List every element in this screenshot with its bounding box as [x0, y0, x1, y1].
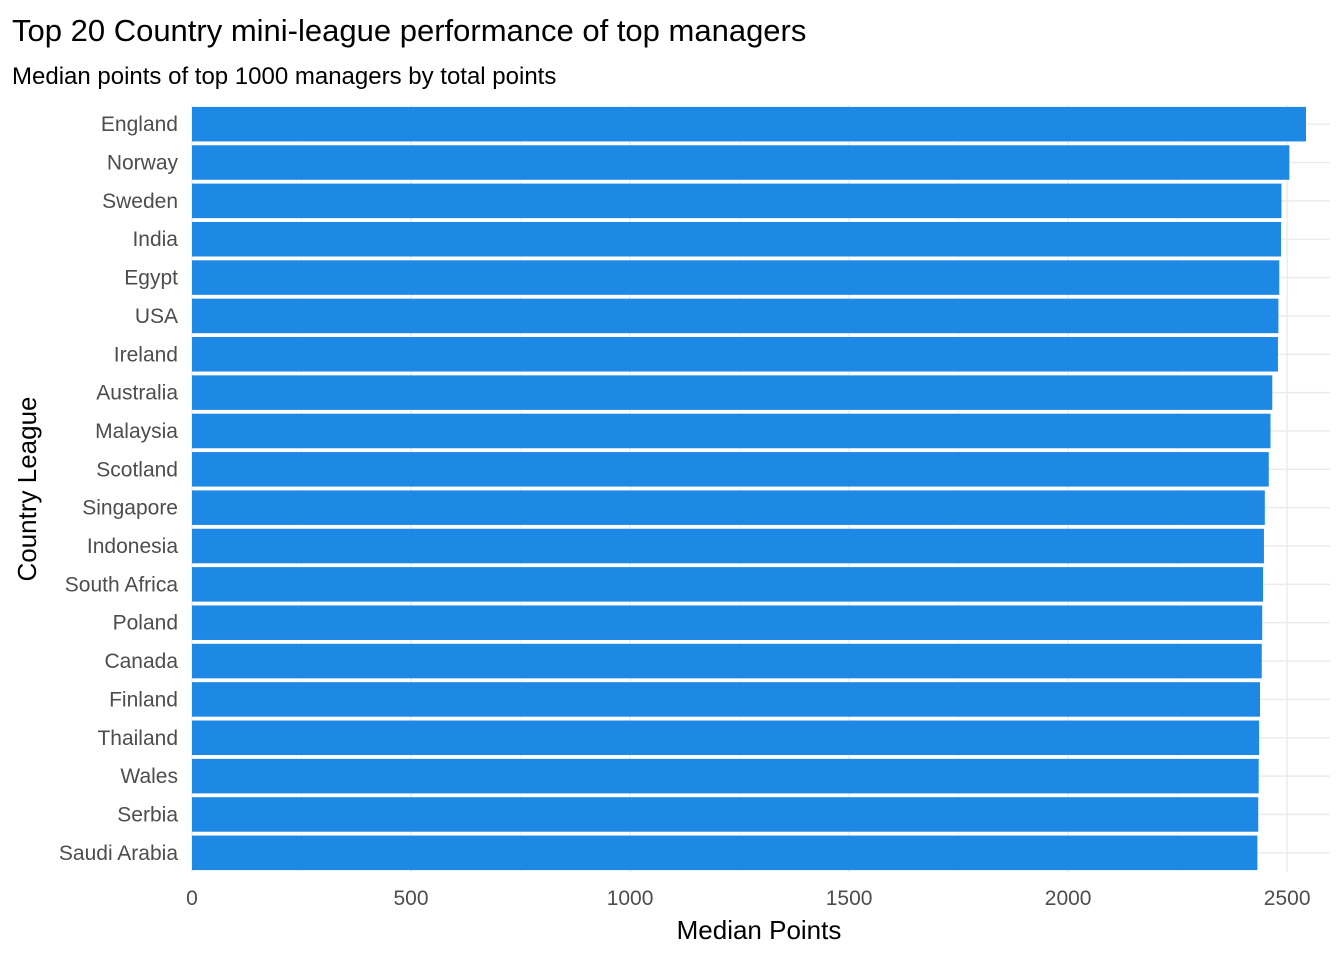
bar-usa — [192, 298, 1279, 334]
y-axis-tick-labels: England Norway Sweden India Egypt USA Ireland A… — [59, 113, 179, 865]
bar-ireland — [192, 337, 1278, 372]
chart-title: Top 20 Country mini-league performance o… — [12, 13, 806, 48]
y-tick-label: Malaysia — [95, 420, 178, 443]
bar-poland — [192, 605, 1263, 640]
bar-finland — [192, 682, 1261, 717]
y-tick-label: Indonesia — [87, 535, 178, 558]
x-tick-label: 2000 — [1045, 887, 1092, 910]
chart-subtitle: Median points of top 1000 managers by to… — [12, 63, 556, 90]
y-tick-label: Poland — [113, 612, 178, 635]
x-tick-label: 1000 — [607, 887, 654, 910]
y-tick-label: Thailand — [97, 727, 178, 750]
x-tick-label: 2500 — [1264, 887, 1311, 910]
gridlines — [191, 105, 1330, 872]
y-tick-label: Egypt — [124, 267, 178, 290]
bar-scotland — [192, 452, 1269, 487]
bar-egypt — [192, 260, 1280, 295]
bar-wales — [192, 758, 1259, 794]
y-tick-label: South Africa — [65, 573, 179, 596]
x-axis-title: Median Points — [677, 915, 842, 945]
x-tick-label: 500 — [394, 887, 429, 910]
y-tick-label: Sweden — [102, 190, 178, 213]
y-tick-label: Australia — [96, 382, 178, 405]
y-tick-label: India — [132, 228, 178, 251]
bar-south-africa — [192, 567, 1264, 602]
bar-singapore — [192, 490, 1265, 525]
y-tick-label: Ireland — [114, 343, 178, 366]
y-tick-label: Saudi Arabia — [59, 842, 178, 865]
y-axis-title: Country League — [12, 396, 42, 581]
y-tick-label: Canada — [104, 650, 178, 673]
y-tick-label: England — [101, 113, 178, 136]
bar-malaysia — [192, 413, 1271, 449]
y-tick-label: USA — [135, 305, 178, 328]
y-tick-label: Wales — [120, 765, 178, 788]
bar-serbia — [192, 797, 1259, 832]
bar-thailand — [192, 720, 1260, 756]
y-tick-label: Norway — [107, 152, 179, 175]
x-axis-tick-labels: 0 500 1000 1500 2000 2500 — [186, 887, 1310, 910]
y-tick-label: Serbia — [117, 803, 178, 826]
bar-indonesia — [192, 528, 1264, 564]
y-tick-label: Finland — [109, 688, 178, 711]
bars — [192, 106, 1306, 871]
bar-canada — [192, 643, 1262, 679]
x-tick-label: 0 — [186, 887, 198, 910]
bar-australia — [192, 375, 1273, 410]
y-tick-label: Singapore — [82, 497, 178, 520]
bar-india — [192, 221, 1282, 257]
y-tick-label: Scotland — [96, 458, 178, 481]
bar-sweden — [192, 183, 1282, 219]
x-tick-label: 1500 — [826, 887, 873, 910]
bar-norway — [192, 145, 1290, 180]
bar-england — [192, 106, 1306, 142]
bar-saudi-arabia — [192, 835, 1258, 871]
